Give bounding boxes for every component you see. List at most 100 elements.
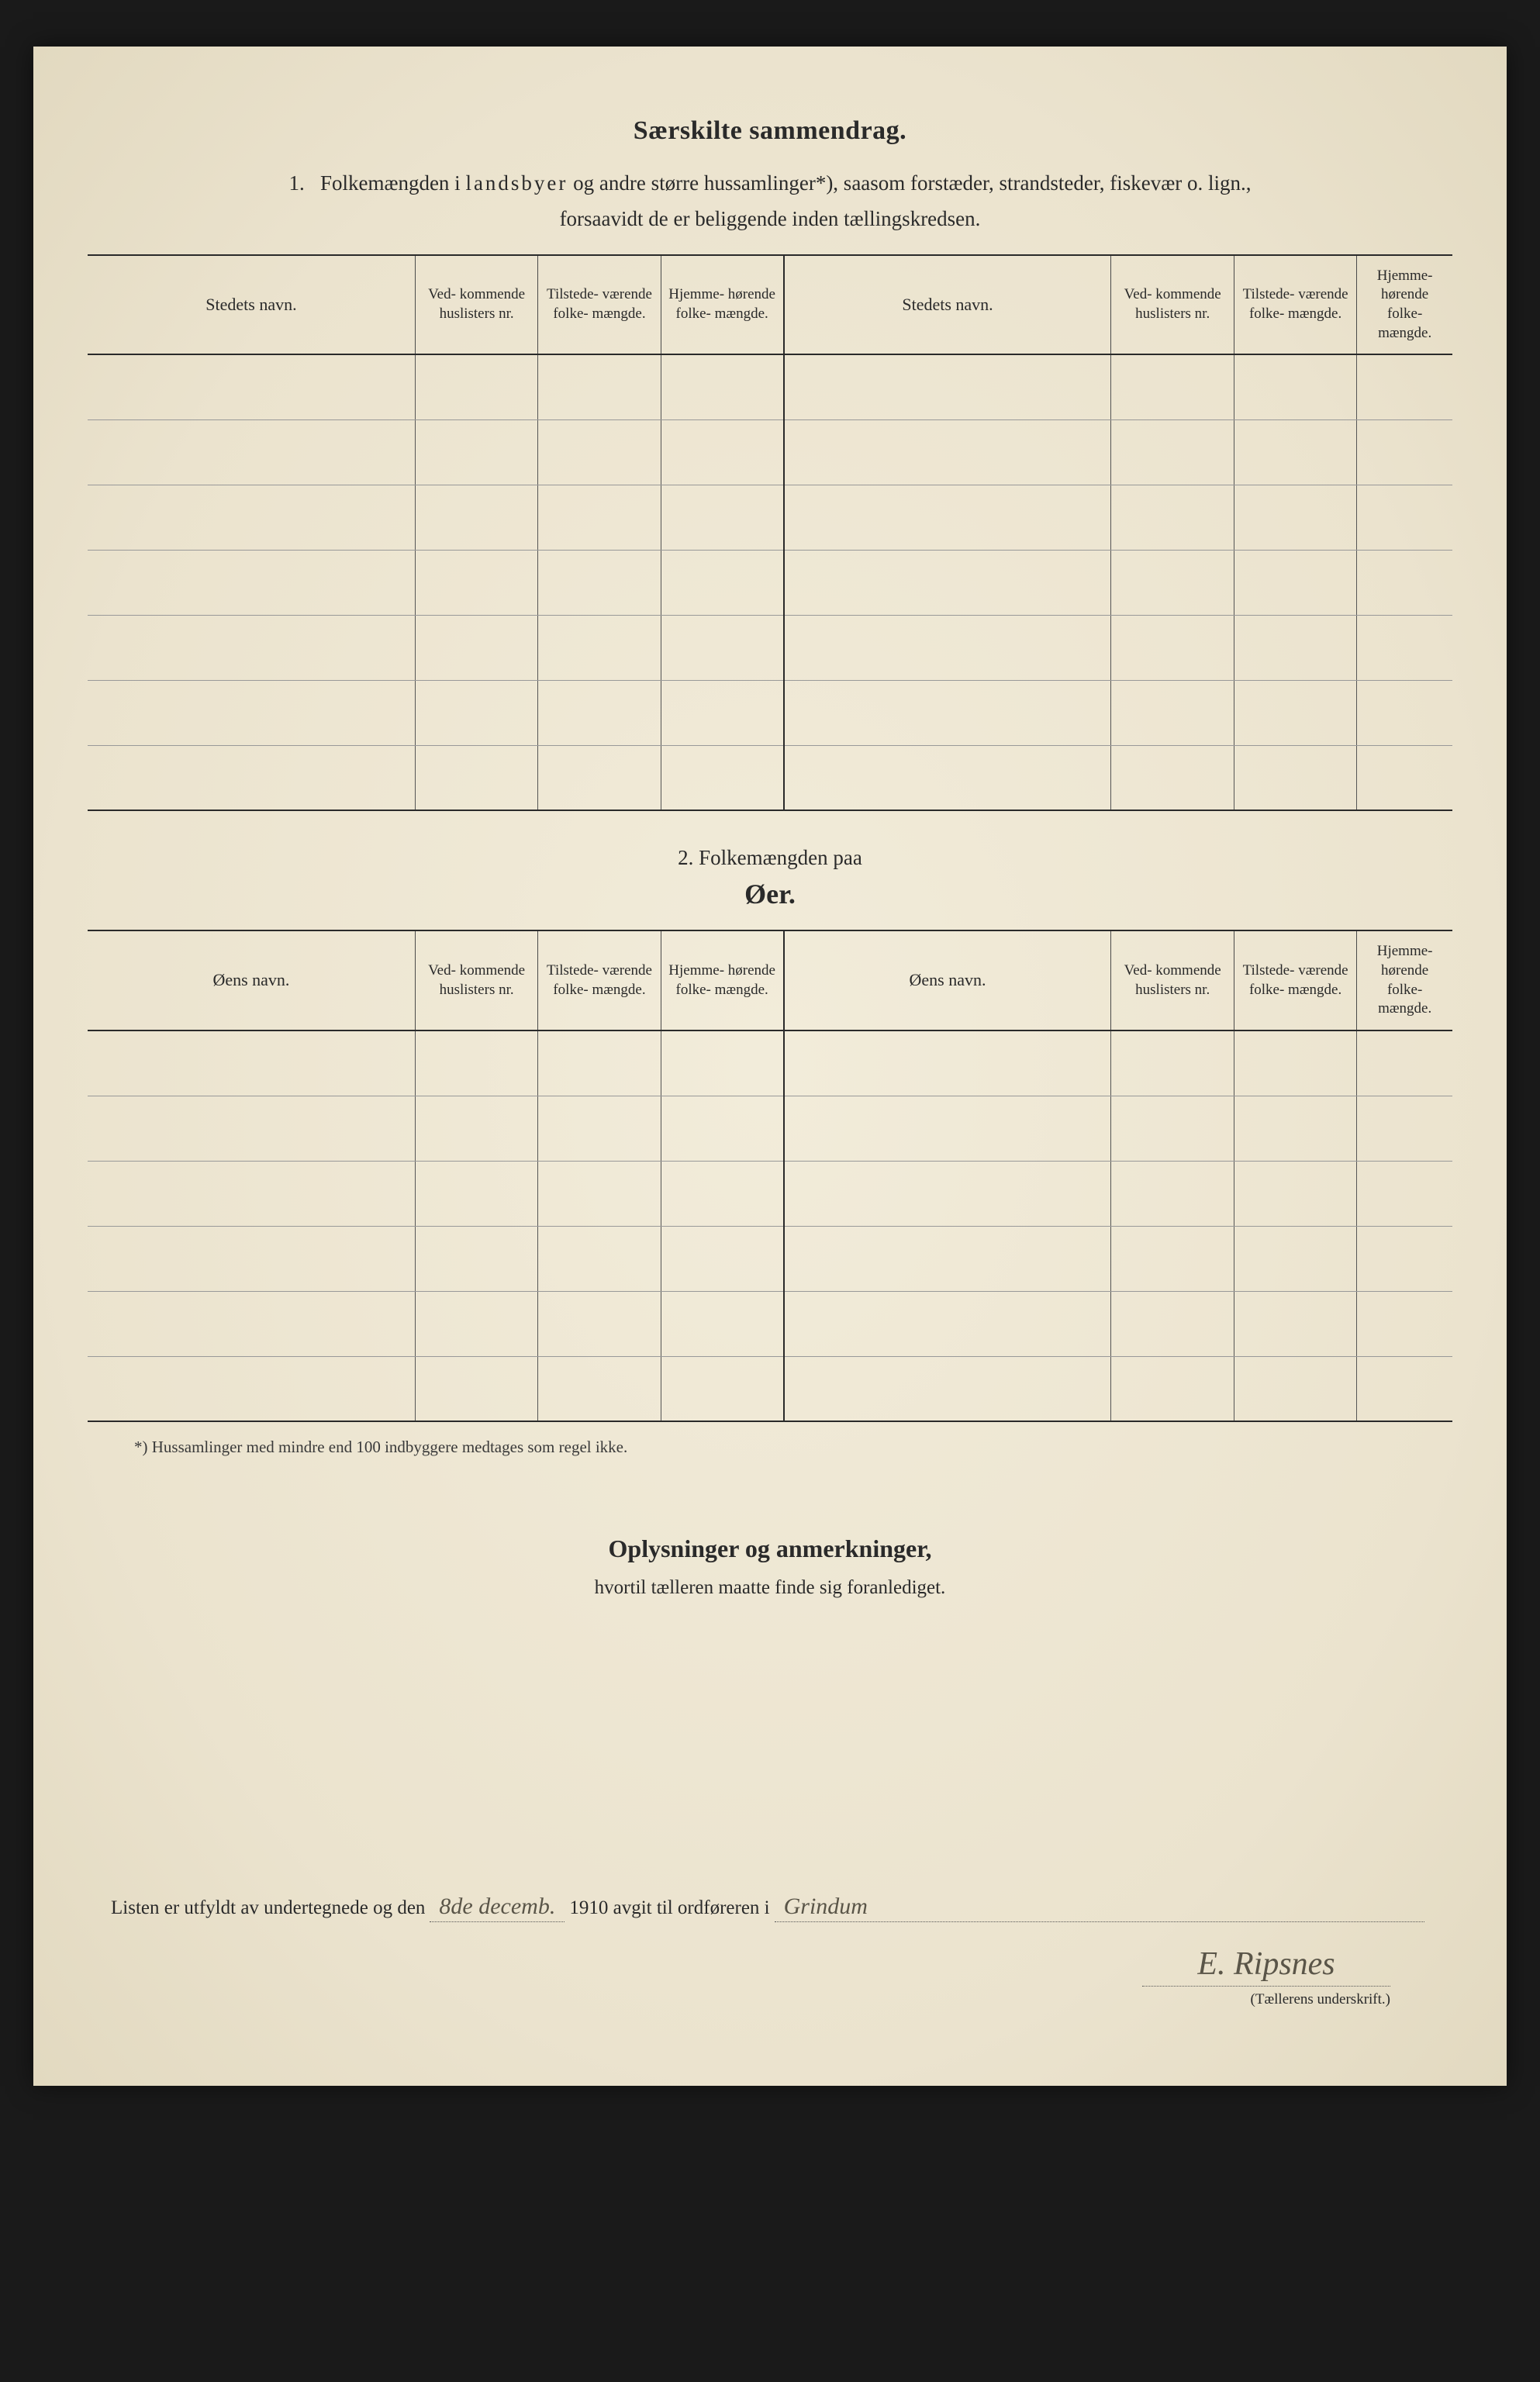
col-c1-right: Ved- kommende huslisters nr. [1111,255,1234,355]
table-cell [1111,485,1234,550]
table-row [88,1161,1452,1226]
table-cell [1111,354,1234,419]
table-cell [538,1030,661,1096]
table-cell [784,485,1111,550]
table-cell [1111,419,1234,485]
table-cell [661,745,783,810]
table-cell [1111,745,1234,810]
table-cell [88,419,415,485]
remarks-title: Oplysninger og anmerkninger, [88,1534,1452,1563]
table-cell [415,680,537,745]
table-cell [415,485,537,550]
table-row [88,680,1452,745]
intro-post: og andre større hussamlinger*), saasom f… [568,171,1251,195]
intro-line2: forsaavidt de er beliggende inden tællin… [88,207,1452,231]
date-handwritten: 8de decemb. [430,1894,565,1922]
remarks-subtitle: hvortil tælleren maatte finde sig foranl… [88,1577,1452,1599]
table1-header-row: Stedets navn. Ved- kommende huslisters n… [88,255,1452,355]
table-cell [1111,1161,1234,1226]
table-cell [1357,1226,1452,1291]
table-cell [661,485,783,550]
signature-line: Listen er utfyldt av undertegnede og den… [88,1894,1452,1922]
table-cell [661,1226,783,1291]
col2-c2-right: Tilstede- værende folke- mængde. [1234,930,1356,1030]
table-cell [88,1096,415,1161]
intro-pre: Folkemængden i [320,171,466,195]
signature-handwritten: E. Ripsnes [1142,1945,1390,1987]
table-cell [1234,745,1356,810]
place-handwritten: Grindum [775,1894,1424,1922]
table-cell [784,1030,1111,1096]
section2-table: Øens navn. Ved- kommende huslisters nr. … [88,930,1452,1422]
table-cell [538,1356,661,1421]
table-cell [88,550,415,615]
table-cell [1357,1161,1452,1226]
table-row [88,419,1452,485]
table-cell [661,550,783,615]
table-row [88,1291,1452,1356]
table-row [88,354,1452,419]
table-cell [1111,1096,1234,1161]
table-cell [784,1226,1111,1291]
table-cell [1234,1291,1356,1356]
col2-name-left: Øens navn. [88,930,415,1030]
table-cell [88,1226,415,1291]
table-cell [415,1096,537,1161]
table-row [88,1030,1452,1096]
table-cell [1111,615,1234,680]
table-cell [1357,1096,1452,1161]
intro-spaced: landsbyer [465,171,568,195]
table-cell [1357,1291,1452,1356]
col2-c2-left: Tilstede- værende folke- mængde. [538,930,661,1030]
table-cell [784,550,1111,615]
section1-table: Stedets navn. Ved- kommende huslisters n… [88,254,1452,812]
table-cell [1111,1291,1234,1356]
table-cell [415,615,537,680]
table-cell [661,615,783,680]
table-cell [1234,485,1356,550]
table-cell [1111,1226,1234,1291]
table-cell [1111,550,1234,615]
table-cell [538,1291,661,1356]
table-cell [661,1356,783,1421]
table-cell [1234,680,1356,745]
table-cell [88,1030,415,1096]
table-cell [538,550,661,615]
table-row [88,485,1452,550]
table-cell [1111,680,1234,745]
table-cell [661,419,783,485]
table-cell [1234,1356,1356,1421]
table-row [88,615,1452,680]
section1-number: 1. [288,171,304,195]
table-row [88,550,1452,615]
table-cell [661,1161,783,1226]
table-cell [538,419,661,485]
table-cell [1357,1356,1452,1421]
table-cell [784,354,1111,419]
table-cell [88,1356,415,1421]
table-cell [538,680,661,745]
table-cell [661,1030,783,1096]
table-cell [88,680,415,745]
col2-name-right: Øens navn. [784,930,1111,1030]
table-cell [88,485,415,550]
col-c1-left: Ved- kommende huslisters nr. [415,255,537,355]
table-row [88,1356,1452,1421]
table-cell [1357,745,1452,810]
table-cell [415,1291,537,1356]
table-cell [784,1291,1111,1356]
table-cell [1234,1030,1356,1096]
table-cell [88,1291,415,1356]
col-c3-right: Hjemme- hørende folke- mængde. [1357,255,1452,355]
table-cell [415,1226,537,1291]
table-cell [538,485,661,550]
table-cell [661,1291,783,1356]
table-cell [88,615,415,680]
table-cell [784,419,1111,485]
footnote: *) Hussamlinger med mindre end 100 indby… [134,1438,1452,1457]
table-cell [415,1356,537,1421]
table-cell [415,354,537,419]
section2-title: Øer. [88,878,1452,910]
census-form-page: Særskilte sammendrag. 1. Folkemængden i … [33,47,1507,2086]
table-cell [88,745,415,810]
